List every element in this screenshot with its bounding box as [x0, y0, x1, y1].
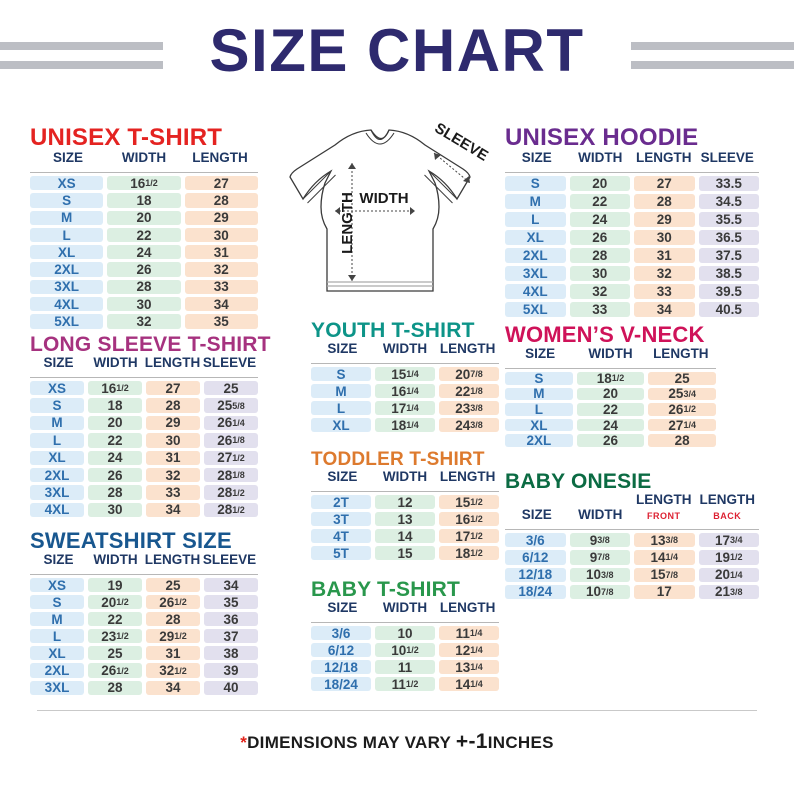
svg-text:LENGTH: LENGTH — [339, 192, 356, 254]
svg-text:WIDTH: WIDTH — [359, 190, 408, 207]
